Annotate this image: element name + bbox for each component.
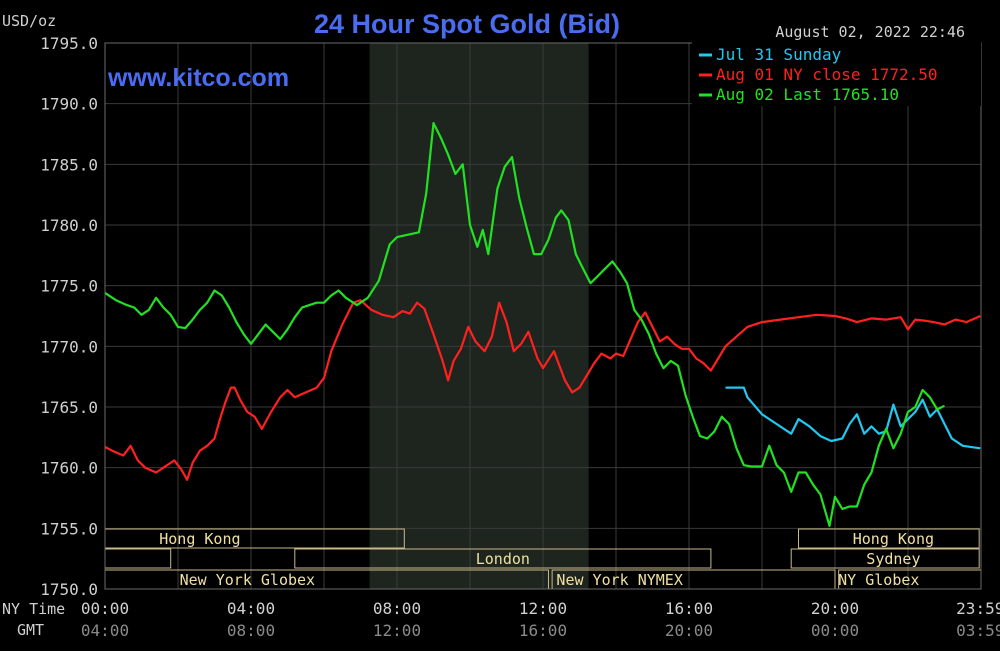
price-series <box>104 122 981 527</box>
x-tick-label-ny: 16:00 <box>665 599 713 618</box>
session-label: Hong Kong <box>853 530 934 548</box>
legend-entry: Aug 01 NY close 1772.50 <box>716 65 938 84</box>
series-line <box>104 122 945 527</box>
gmt-row-label: GMT <box>17 621 44 639</box>
x-tick-label-ny: 12:00 <box>519 599 567 618</box>
x-tick-label-ny: 04:00 <box>227 599 275 618</box>
y-tick-label: 1760.0 <box>40 459 98 478</box>
x-tick-label-gmt: 00:00 <box>811 621 859 640</box>
x-tick-label-gmt: 20:00 <box>665 621 713 640</box>
session-label: Sydney <box>866 550 920 568</box>
series-line <box>104 299 981 481</box>
session-label: London <box>476 550 530 568</box>
legend-entry: Jul 31 Sunday <box>716 45 842 64</box>
chart-title: 24 Hour Spot Gold (Bid) <box>314 9 620 39</box>
session-label: New York NYMEX <box>556 571 682 589</box>
session-bar <box>294 548 712 569</box>
session-label: New York Globex <box>180 571 315 589</box>
session-bar <box>790 548 980 569</box>
x-tick-label-gmt: 12:00 <box>373 621 421 640</box>
y-axis-ticks: 1795.0 1790.0 1785.0 1780.0 1775.0 1770.0 1765… <box>40 34 98 599</box>
session-label: Hong Kong <box>159 530 240 548</box>
ny-time-row-label: NY Time <box>2 600 65 618</box>
y-tick-label: 1780.0 <box>40 216 98 235</box>
y-tick-label: 1750.0 <box>40 580 98 599</box>
x-tick-label-ny: 08:00 <box>373 599 421 618</box>
y-tick-label: 1770.0 <box>40 337 98 356</box>
session-label: NY Globex <box>838 571 919 589</box>
y-tick-label: 1790.0 <box>40 95 98 114</box>
x-tick-label-ny: 23:59 <box>956 599 1000 618</box>
x-tick-label-gmt: 08:00 <box>227 621 275 640</box>
session-bar <box>798 528 980 549</box>
nymex-session-highlight <box>369 43 589 589</box>
market-sessions: Hong Kong Hong Kong London Sydney New York G… <box>104 528 982 590</box>
y-axis-unit-label: USD/oz <box>2 12 56 30</box>
x-tick-label-gmt: 04:00 <box>81 621 129 640</box>
x-tick-label-ny: 20:00 <box>811 599 859 618</box>
x-tick-label-gmt: 03:59 <box>956 621 1000 640</box>
y-tick-label: 1765.0 <box>40 398 98 417</box>
y-tick-label: 1785.0 <box>40 155 98 174</box>
series-line <box>725 386 981 450</box>
x-tick-label-ny: 00:00 <box>81 599 129 618</box>
y-tick-label: 1755.0 <box>40 519 98 538</box>
y-tick-label: 1795.0 <box>40 34 98 53</box>
chart-timestamp: August 02, 2022 22:46 <box>775 23 965 41</box>
plot-frame <box>104 42 982 590</box>
x-axis-ticks: 00:00 04:00 08:00 12:00 16:00 20:00 23:59 04:00… <box>81 599 1000 640</box>
legend-box <box>692 42 981 106</box>
kitco-watermark: www.kitco.com <box>107 64 289 92</box>
x-tick-label-gmt: 16:00 <box>519 621 567 640</box>
legend-entry: Aug 02 Last 1765.10 <box>716 85 899 104</box>
y-tick-label: 1775.0 <box>40 277 98 296</box>
